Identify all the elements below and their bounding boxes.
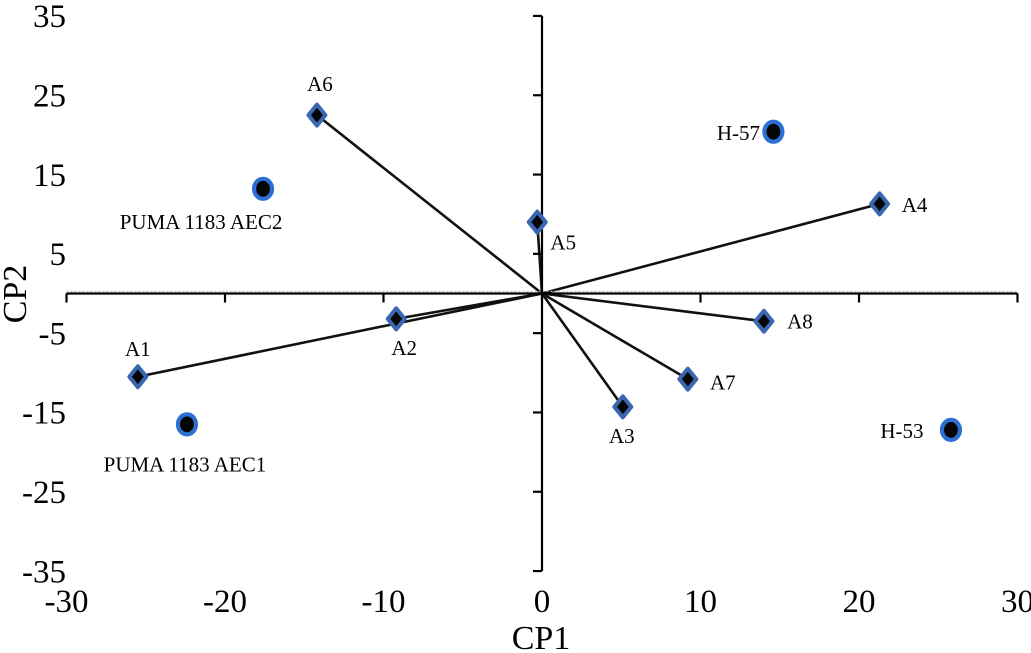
point-label-h-57: H-57 [717,121,760,145]
y-tick-label--5: -5 [39,316,67,352]
y-tick-label-25: 25 [33,78,66,114]
vector-lines [137,114,880,408]
point-label-a3: A3 [609,424,635,448]
point-labels: A1 A2 A3 A4 A5 A6 A7 A8 PUMA 1183 AEC2 PUMA 1183 … [104,72,928,476]
y-tick-label-35: 35 [33,0,66,35]
x-tick-label--20: -20 [203,584,247,620]
diamond-marker-a1 [127,364,149,390]
vector-a3 [540,292,624,408]
x-tick-label-30: 30 [1001,584,1031,620]
point-label-a6: A6 [307,72,333,96]
x-tick-label--10: -10 [362,584,406,620]
y-tick-label-15: 15 [33,158,66,194]
circle-marker-puma-1183-aec2 [251,176,275,201]
diamond-marker-a3 [612,394,634,420]
x-tick-label-0: 0 [534,584,551,620]
diamond-marker-a5 [526,209,548,235]
x-tick-label-10: 10 [684,584,717,620]
vector-a7 [541,292,689,381]
circle-marker-h-57 [762,119,785,144]
point-label-a2: A2 [391,336,417,360]
vector-a6 [316,114,543,295]
y-tick-label-5: 5 [50,237,67,273]
diamond-marker-a2 [385,306,407,332]
circle-marker-h-53 [939,417,963,442]
vector-a4 [541,202,880,295]
circle-marker-puma-1183-aec1 [175,412,199,437]
diamond-marker-a6 [306,102,328,128]
y-tick-label--25: -25 [22,475,66,511]
y-axis-title: CP2 [0,265,34,324]
y-tick-label--15: -15 [22,396,66,432]
point-label-a4: A4 [902,193,928,217]
point-label-h-53: H-53 [880,419,923,443]
point-label-a1: A1 [125,337,151,361]
x-axis-title: CP1 [512,620,571,653]
data-markers [127,102,963,442]
point-label-puma-1183-aec2: PUMA 1183 AEC2 [120,210,283,234]
point-label-a5: A5 [550,230,576,254]
diamond-marker-a8 [753,308,775,334]
diamond-marker-a7 [677,366,699,392]
point-label-puma-1183-aec1: PUMA 1183 AEC1 [104,452,267,476]
y-tick-label--35: -35 [22,554,66,590]
axis-ticks [65,14,1019,573]
vector-a8 [541,292,765,323]
diamond-marker-a4 [869,191,891,217]
tick-labels: -30 -20 -10 0 10 20 30 -35 -25 -15 -5 5 15 25 35 [22,0,1031,620]
point-label-a8: A8 [787,309,813,333]
x-tick-label-20: 20 [843,584,876,620]
x-tick-label--30: -30 [45,584,89,620]
vector-a1 [137,292,543,379]
vector-a2 [395,292,543,321]
point-label-a7: A7 [710,370,736,394]
